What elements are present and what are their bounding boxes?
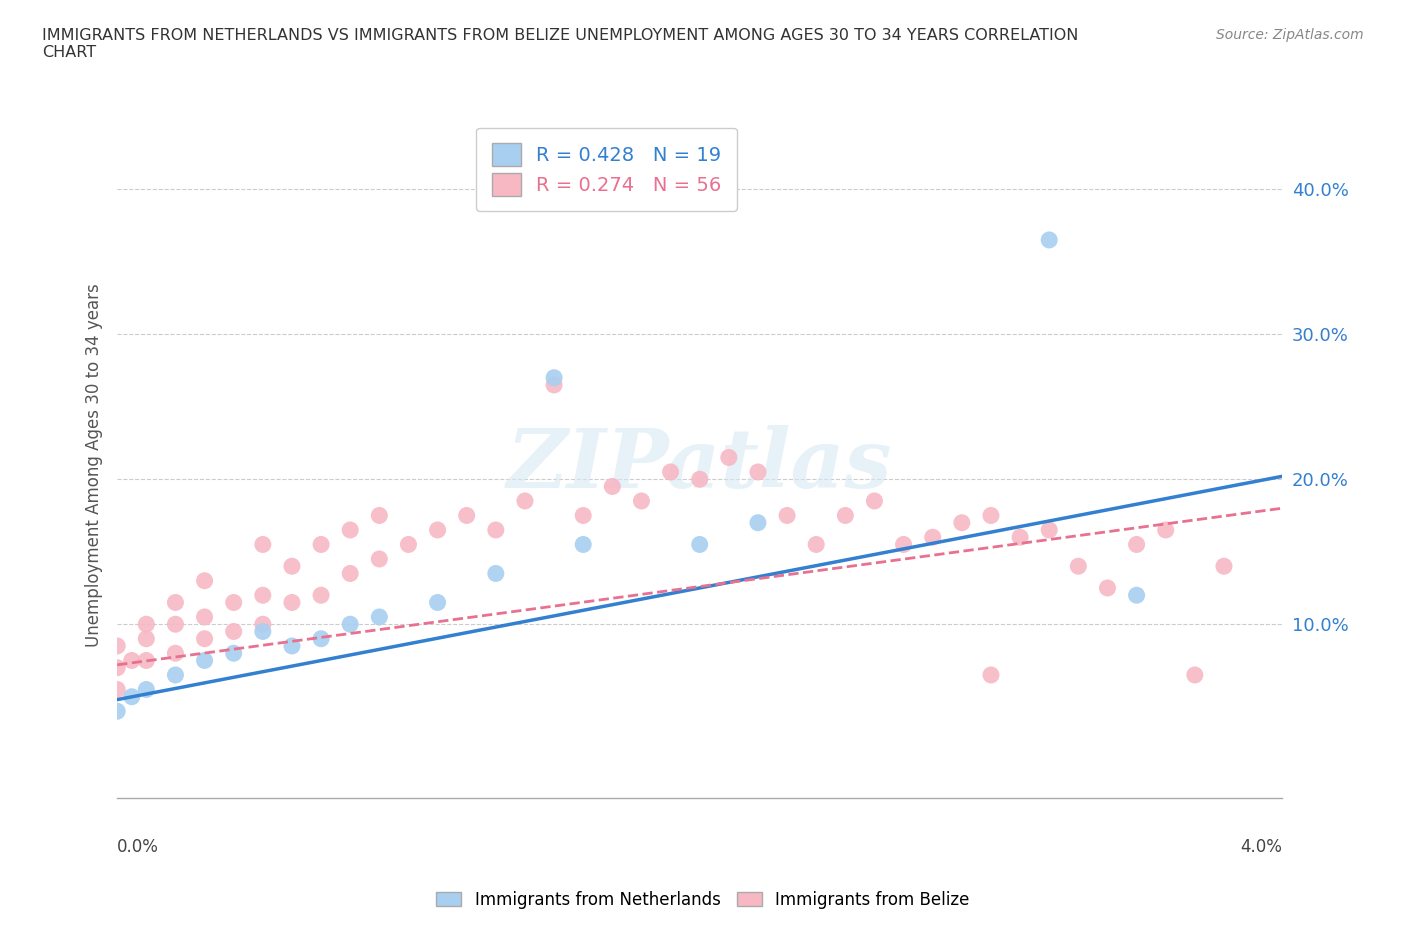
Point (398, 537, 420, 551)
Point (1067, 559, 1090, 574)
Text: 4.0%: 4.0% (1240, 838, 1282, 857)
Point (121, 653, 143, 668)
Point (1125, 588, 1147, 603)
Point (105, 660, 128, 675)
Point (980, 668, 1002, 683)
Point (950, 515, 973, 530)
Point (689, 537, 711, 551)
Point (252, 537, 274, 551)
Text: Source: ZipAtlas.com: Source: ZipAtlas.com (1216, 28, 1364, 42)
Point (863, 494, 886, 509)
Point (252, 588, 274, 603)
Point (630, 494, 652, 509)
Point (717, 450, 740, 465)
Point (193, 653, 215, 668)
Text: 0.0%: 0.0% (117, 838, 159, 857)
Point (222, 645, 245, 660)
Point (747, 515, 769, 530)
Point (1213, 559, 1236, 574)
Point (1125, 537, 1147, 551)
Point (165, 668, 187, 683)
Point (135, 682, 157, 697)
Text: IMMIGRANTS FROM NETHERLANDS VS IMMIGRANTS FROM BELIZE UNEMPLOYMENT AMONG AGES 30: IMMIGRANTS FROM NETHERLANDS VS IMMIGRANT… (42, 28, 1078, 60)
Point (368, 508, 391, 523)
Point (1010, 530, 1032, 545)
Point (339, 566, 361, 581)
Point (368, 551, 391, 566)
Point (513, 494, 536, 509)
Point (572, 537, 595, 551)
Point (252, 624, 274, 639)
Point (980, 508, 1002, 523)
Point (222, 595, 245, 610)
Legend: R = 0.428   N = 19, R = 0.274   N = 56: R = 0.428 N = 19, R = 0.274 N = 56 (477, 127, 737, 211)
Point (1038, 232, 1060, 247)
Point (1038, 523, 1060, 538)
Point (281, 559, 304, 574)
Point (776, 508, 799, 523)
Point (1097, 580, 1119, 595)
Point (426, 595, 449, 610)
Point (135, 653, 157, 668)
Point (921, 530, 943, 545)
Point (485, 523, 508, 538)
Point (193, 573, 215, 588)
Point (1184, 668, 1206, 683)
Point (659, 464, 682, 479)
Point (105, 639, 128, 654)
Point (339, 523, 361, 538)
Point (543, 370, 565, 385)
Point (309, 537, 332, 551)
Point (252, 617, 274, 631)
Point (485, 566, 508, 581)
Y-axis label: Unemployment Among Ages 30 to 34 years: Unemployment Among Ages 30 to 34 years (86, 283, 103, 646)
Point (543, 378, 565, 392)
Legend: Immigrants from Netherlands, Immigrants from Belize: Immigrants from Netherlands, Immigrants … (427, 883, 979, 917)
Point (602, 479, 624, 494)
Point (426, 523, 449, 538)
Point (135, 631, 157, 646)
Point (893, 537, 915, 551)
Point (281, 595, 304, 610)
Point (368, 609, 391, 624)
Point (193, 609, 215, 624)
Point (121, 689, 143, 704)
Point (281, 639, 304, 654)
Text: ZIPatlas: ZIPatlas (508, 425, 893, 505)
Point (456, 508, 478, 523)
Point (806, 537, 828, 551)
Point (1154, 523, 1177, 538)
Point (165, 595, 187, 610)
Point (309, 631, 332, 646)
Point (572, 508, 595, 523)
Point (339, 617, 361, 631)
Point (309, 588, 332, 603)
Point (105, 682, 128, 697)
Point (165, 645, 187, 660)
Point (165, 617, 187, 631)
Point (105, 704, 128, 719)
Point (689, 472, 711, 486)
Point (135, 617, 157, 631)
Point (222, 624, 245, 639)
Point (834, 508, 856, 523)
Point (193, 631, 215, 646)
Point (747, 464, 769, 479)
